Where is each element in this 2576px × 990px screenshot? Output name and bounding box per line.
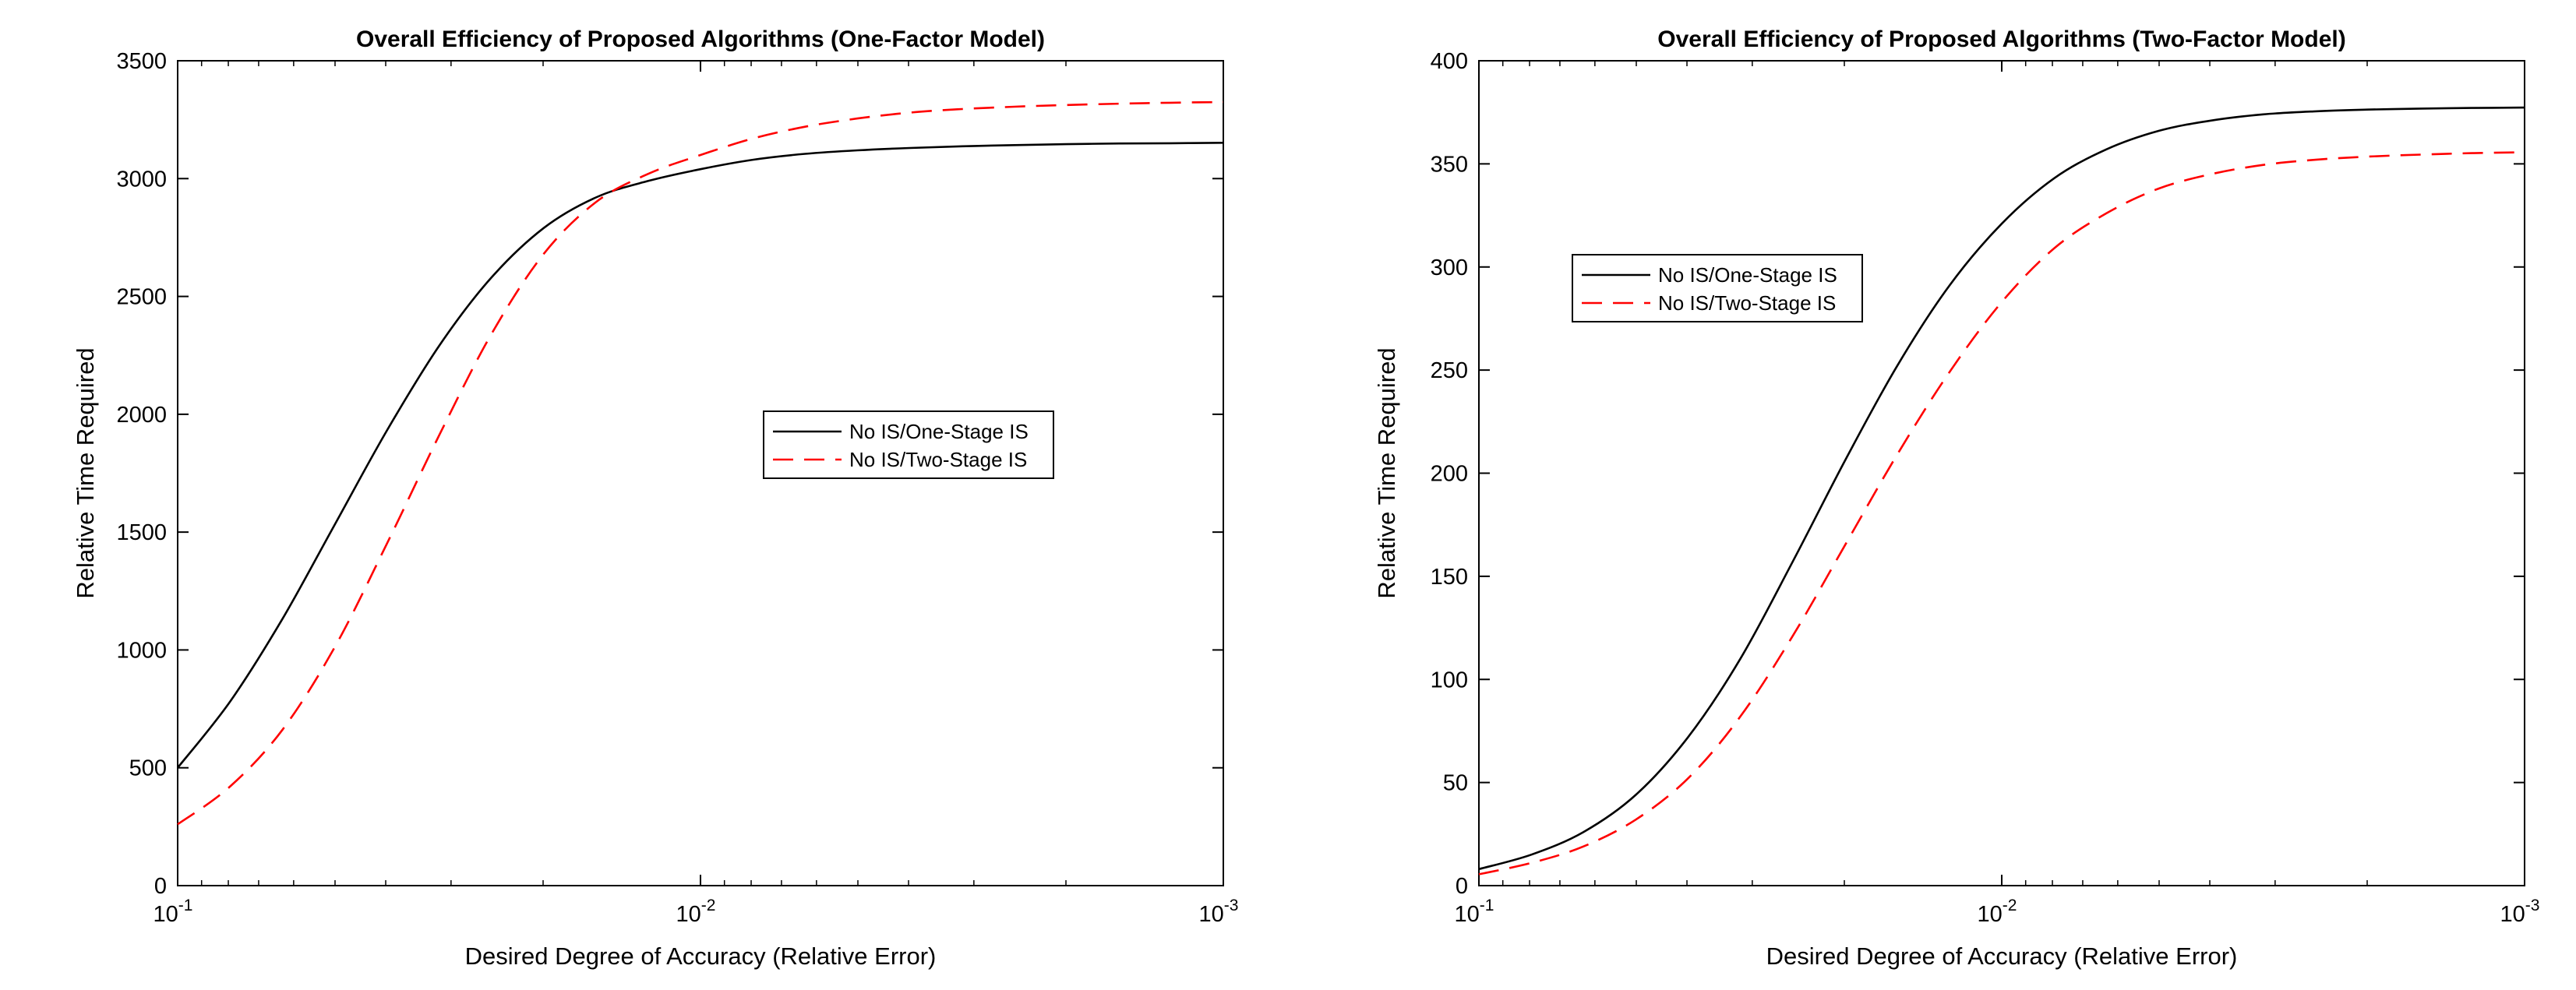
y-tick-label: 1000	[116, 638, 167, 663]
series-line-2	[1478, 151, 2525, 875]
y-tick-label: 50	[1443, 771, 1468, 796]
x-tick-label: 10-1	[154, 897, 193, 927]
y-tick-label: 150	[1431, 565, 1468, 590]
x-tick-label: 10-3	[2500, 897, 2540, 927]
chart-title: Overall Efficiency of Proposed Algorithm…	[1657, 26, 2345, 52]
series-line-2	[177, 100, 1224, 826]
y-tick-label: 200	[1431, 462, 1468, 487]
y-axis-label: Relative Time Required	[1373, 347, 1400, 598]
legend-entry-label: No IS/Two-Stage IS	[849, 448, 1027, 471]
y-tick-label: 0	[1456, 874, 1468, 899]
y-tick-label: 300	[1431, 255, 1468, 280]
chart-panel-2: 0 50 100 150 200 250 300 350 400 10-1 10-2 10-3 Over…	[1373, 26, 2539, 970]
legend-entry-label: No IS/One-Stage IS	[1658, 263, 1837, 287]
series-line-1	[176, 142, 1224, 769]
legend-entry-label: No IS/Two-Stage IS	[1658, 291, 1836, 315]
chart-panel-1: 0 500 1000 1500 2000 2500 3000 3500 10-1 10-2 10-3…	[72, 26, 1238, 970]
x-tick-label: 10-2	[1978, 897, 2017, 927]
y-tick-label: 400	[1431, 49, 1468, 74]
legend-box	[1572, 254, 1863, 322]
x-tick-label: 10-3	[1199, 897, 1239, 927]
y-axis-label: Relative Time Required	[72, 347, 99, 598]
legend-box	[763, 410, 1054, 479]
legend: No IS/One-Stage IS No IS/Two-Stage IS	[763, 410, 1054, 479]
x-axis-label: Desired Degree of Accuracy (Relative Err…	[465, 942, 937, 970]
chart-title: Overall Efficiency of Proposed Algorithm…	[356, 26, 1045, 52]
y-tick-label: 0	[154, 874, 167, 899]
x-tick-label: 10-2	[676, 897, 716, 927]
y-tick-label: 500	[129, 756, 167, 781]
y-tick-label: 350	[1431, 152, 1468, 177]
series-line-1	[1478, 106, 2525, 871]
legend-entry-label: No IS/One-Stage IS	[849, 420, 1029, 443]
y-tick-label: 3500	[116, 49, 167, 74]
y-tick-label: 2000	[116, 403, 167, 428]
plot-area-frame	[1478, 60, 2525, 886]
y-tick-label: 100	[1431, 668, 1468, 692]
y-tick-label: 3000	[116, 167, 167, 192]
x-axis-label: Desired Degree of Accuracy (Relative Err…	[1766, 942, 2238, 970]
y-tick-label: 1500	[116, 520, 167, 545]
y-tick-label: 2500	[116, 285, 167, 310]
x-tick-label: 10-1	[1455, 897, 1494, 927]
legend: No IS/One-Stage IS No IS/Two-Stage IS	[1572, 254, 1863, 322]
y-tick-label: 250	[1431, 358, 1468, 383]
plot-area-frame	[177, 60, 1224, 886]
